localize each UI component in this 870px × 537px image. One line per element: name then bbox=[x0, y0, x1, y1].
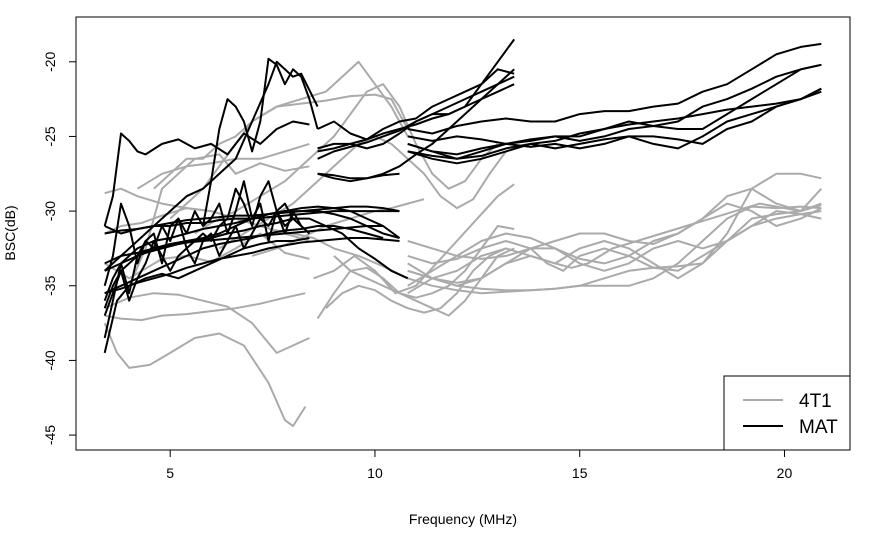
series-line-4t1-3 bbox=[104, 292, 310, 354]
series-line-4t1-16 bbox=[333, 247, 515, 317]
series-line-4t1-19 bbox=[407, 205, 822, 295]
series-line-mat-30 bbox=[103, 217, 409, 316]
series-line-mat-52 bbox=[407, 87, 822, 156]
series-line-4t1-7 bbox=[128, 153, 310, 287]
series-line-mat-34 bbox=[104, 225, 384, 295]
series-line-mat-45 bbox=[317, 172, 400, 180]
series-line-mat-51 bbox=[407, 87, 822, 165]
series-line-4t1-1 bbox=[104, 292, 306, 322]
series-line-4t1-25 bbox=[407, 210, 822, 287]
series-line-mat-50 bbox=[407, 63, 822, 145]
series-line-4t1-24 bbox=[407, 172, 822, 295]
legend: 4T1 MAT bbox=[723, 375, 851, 451]
x-tick-label-5: 5 bbox=[166, 465, 174, 481]
x-tick-label-20: 20 bbox=[777, 465, 793, 481]
x-tick-label-10: 10 bbox=[367, 465, 383, 481]
y-tick-label--40: -40 bbox=[42, 350, 58, 370]
series-line-mat-37 bbox=[103, 202, 294, 309]
series-line-4t1-11 bbox=[194, 83, 499, 235]
y-axis-title: BSC(dB) bbox=[2, 205, 18, 260]
series-line-mat-49 bbox=[407, 42, 822, 135]
legend-label-mat: MAT bbox=[799, 417, 838, 438]
series-line-mat-47 bbox=[407, 63, 822, 160]
series-line-mat-48 bbox=[407, 90, 822, 160]
y-tick-label--30: -30 bbox=[42, 201, 58, 221]
series-line-4t1-23 bbox=[407, 187, 823, 287]
x-tick-label-15: 15 bbox=[572, 465, 588, 481]
series-line-4t1-17 bbox=[313, 183, 515, 295]
series-line-mat-40 bbox=[104, 237, 400, 295]
y-axis: -45 -40 -35 -30 -25 -20 bbox=[42, 51, 76, 445]
series-line-4t1-2 bbox=[103, 322, 307, 428]
series-layer bbox=[103, 38, 823, 428]
legend-box bbox=[723, 375, 851, 451]
y-tick-label--20: -20 bbox=[42, 51, 58, 71]
series-line-mat-39 bbox=[103, 180, 311, 339]
series-line-mat-28 bbox=[104, 60, 319, 272]
series-line-mat-26 bbox=[103, 120, 310, 227]
x-axis-title: Frequency (MHz) bbox=[409, 511, 517, 527]
x-axis: 5 10 15 20 bbox=[166, 449, 793, 481]
series-line-mat-29 bbox=[202, 57, 319, 227]
series-line-mat-46 bbox=[317, 83, 515, 153]
y-tick-label--25: -25 bbox=[42, 126, 58, 146]
series-line-4t1-15 bbox=[325, 247, 507, 314]
series-line-4t1-18 bbox=[407, 204, 822, 292]
y-tick-label--45: -45 bbox=[42, 425, 58, 445]
y-tick-label--35: -35 bbox=[42, 275, 58, 295]
legend-label-4t1: 4T1 bbox=[799, 391, 832, 412]
